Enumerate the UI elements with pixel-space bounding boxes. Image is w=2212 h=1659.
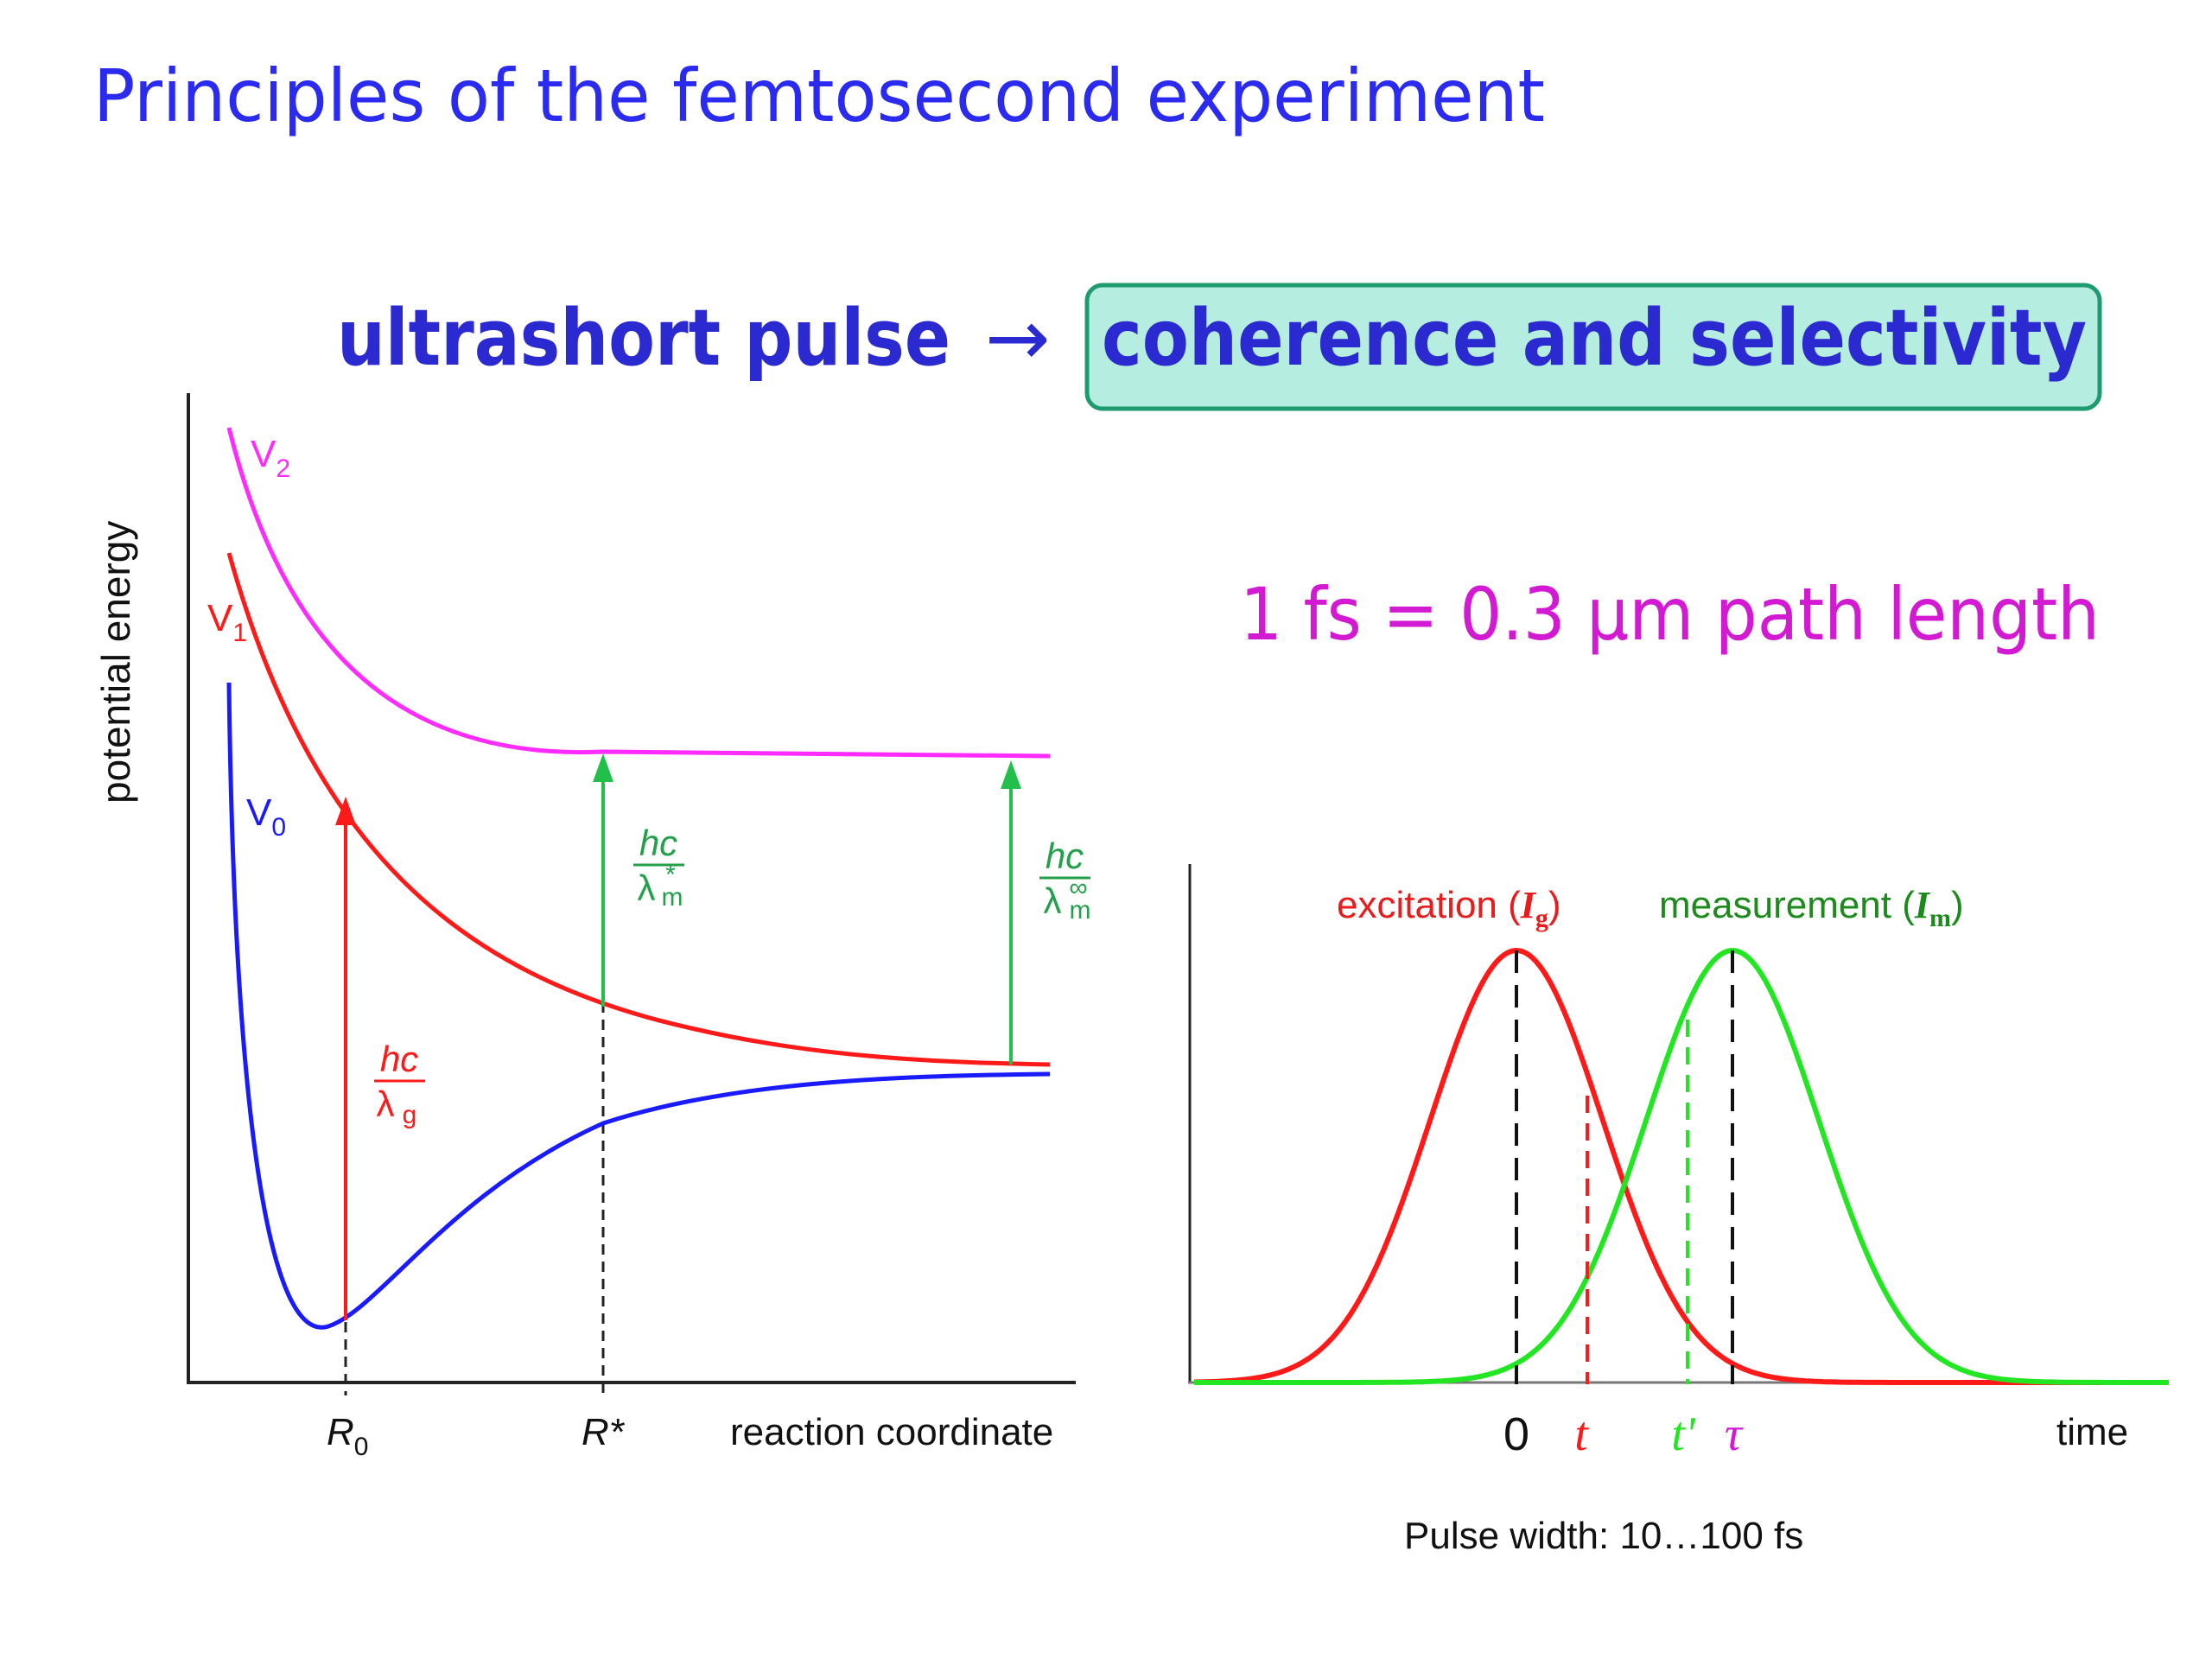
v0-label: V0 [246, 791, 286, 842]
time-axis-label: time [2056, 1411, 2128, 1453]
svg-text:m: m [1070, 896, 1091, 925]
svg-text:m: m [662, 883, 683, 912]
hc-lambda-m-inf-label: hc λ ∞ m [1039, 836, 1091, 925]
r0-tick-label: R0 [327, 1411, 368, 1461]
svg-text:λ: λ [638, 868, 656, 908]
v0-curve [226, 682, 1051, 1330]
energy-diagram: potential energy V2 V1 V0 hc λ g hc λ [93, 393, 1091, 1461]
headline-left: ultrashort pulse [337, 293, 950, 384]
energy-y-label: potential energy [93, 521, 138, 804]
svg-text:λ: λ [1044, 880, 1062, 921]
svg-text:hc: hc [639, 823, 677, 863]
excitation-pulse [1193, 947, 2169, 1385]
rstar-tick-label: R* [582, 1411, 626, 1453]
v2-curve [226, 427, 1051, 759]
highlight-box [1084, 283, 2102, 411]
svg-text:*: * [665, 861, 676, 889]
hc-lambda-g-label: hc λ g [374, 1039, 425, 1129]
energy-x-label: reaction coordinate [730, 1411, 1053, 1453]
measurement-label: measurement (Im) [1659, 884, 1964, 932]
time-mark-zero: 0 [1503, 1408, 1529, 1460]
pulse-diagram: excitation (Ig) measurement (Im) 0 t t' … [1188, 864, 2169, 1557]
time-mark-t: t [1574, 1408, 1589, 1461]
svg-text:g: g [403, 1101, 417, 1129]
excitation-arrowhead [335, 797, 356, 825]
svg-text:∞: ∞ [1069, 874, 1087, 902]
pulse-width-caption: Pulse width: 10…100 fs [1404, 1515, 1803, 1557]
v1-label: V1 [207, 597, 247, 647]
v1-curve [226, 552, 1051, 1067]
hc-lambda-m-star-label: hc λ * m [633, 823, 684, 912]
path-length-note: 1 fs = 0.3 μm path length [1240, 572, 2100, 657]
probe-arrowhead-rstar [593, 753, 613, 782]
v2-label: V2 [251, 433, 290, 483]
svg-text:hc: hc [1046, 836, 1084, 876]
time-mark-t-prime: t' [1671, 1408, 1696, 1461]
slide-title: Principles of the femtosecond experiment [93, 54, 1545, 138]
time-mark-tau: τ [1725, 1408, 1744, 1461]
excitation-label: excitation (Ig) [1337, 884, 1561, 932]
svg-text:hc: hc [380, 1039, 418, 1079]
probe-arrowhead-inf [1001, 760, 1021, 789]
measurement-pulse [1194, 947, 2169, 1385]
svg-text:λ: λ [377, 1084, 395, 1124]
headline-arrow: → [985, 293, 1050, 384]
headline-boxed: coherence and selectivity [1102, 293, 2087, 384]
